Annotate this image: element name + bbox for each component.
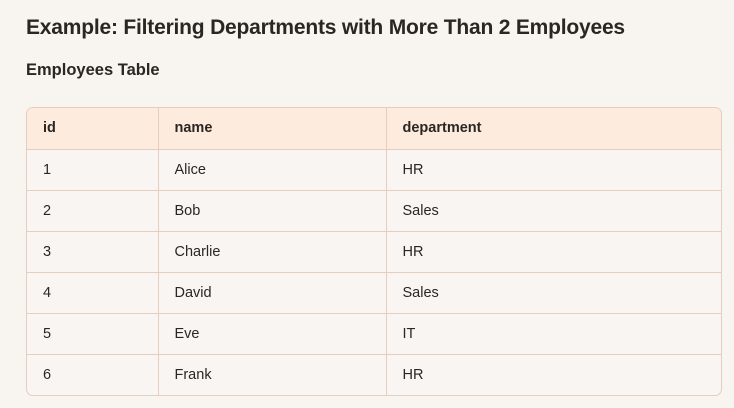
cell-name: Alice [158,149,387,191]
cell-department: IT [386,313,721,355]
cell-department: HR [402,366,424,383]
column-header-id: id [27,108,159,150]
table-row: 5 Eve IT [27,313,721,355]
employees-table: id name department 1 Alice HR 2 Bob Sale… [26,107,722,396]
cell-department: Sales [386,190,721,232]
cell-department: Sales [386,272,721,314]
table-row: 6 Frank HR [27,354,721,395]
table-row: 2 Bob Sales [27,190,721,232]
table-row: 1 Alice HR [27,149,721,191]
cell-department: HR [386,231,721,273]
cell-department: HR [386,149,721,191]
cell-name: Frank [158,354,387,395]
cell-name: David [158,272,387,314]
table-header-row: id name department [27,108,721,150]
section-heading: Employees Table [26,61,160,79]
cell-id: 4 [27,272,159,314]
table-row: 4 David Sales [27,272,721,314]
table-row: 3 Charlie HR [27,231,721,273]
cell-id: 6 [27,354,159,395]
page-title: Example: Filtering Departments with More… [26,16,625,39]
cell-id: 1 [27,149,159,191]
cell-id: 5 [27,313,159,355]
column-header-name: name [158,108,387,150]
cell-id: 3 [27,231,159,273]
column-header-department: department [386,108,721,150]
cell-name: Bob [158,190,387,232]
cell-name: Eve [158,313,387,355]
cell-id: 2 [27,190,159,232]
cell-name: Charlie [158,231,387,273]
